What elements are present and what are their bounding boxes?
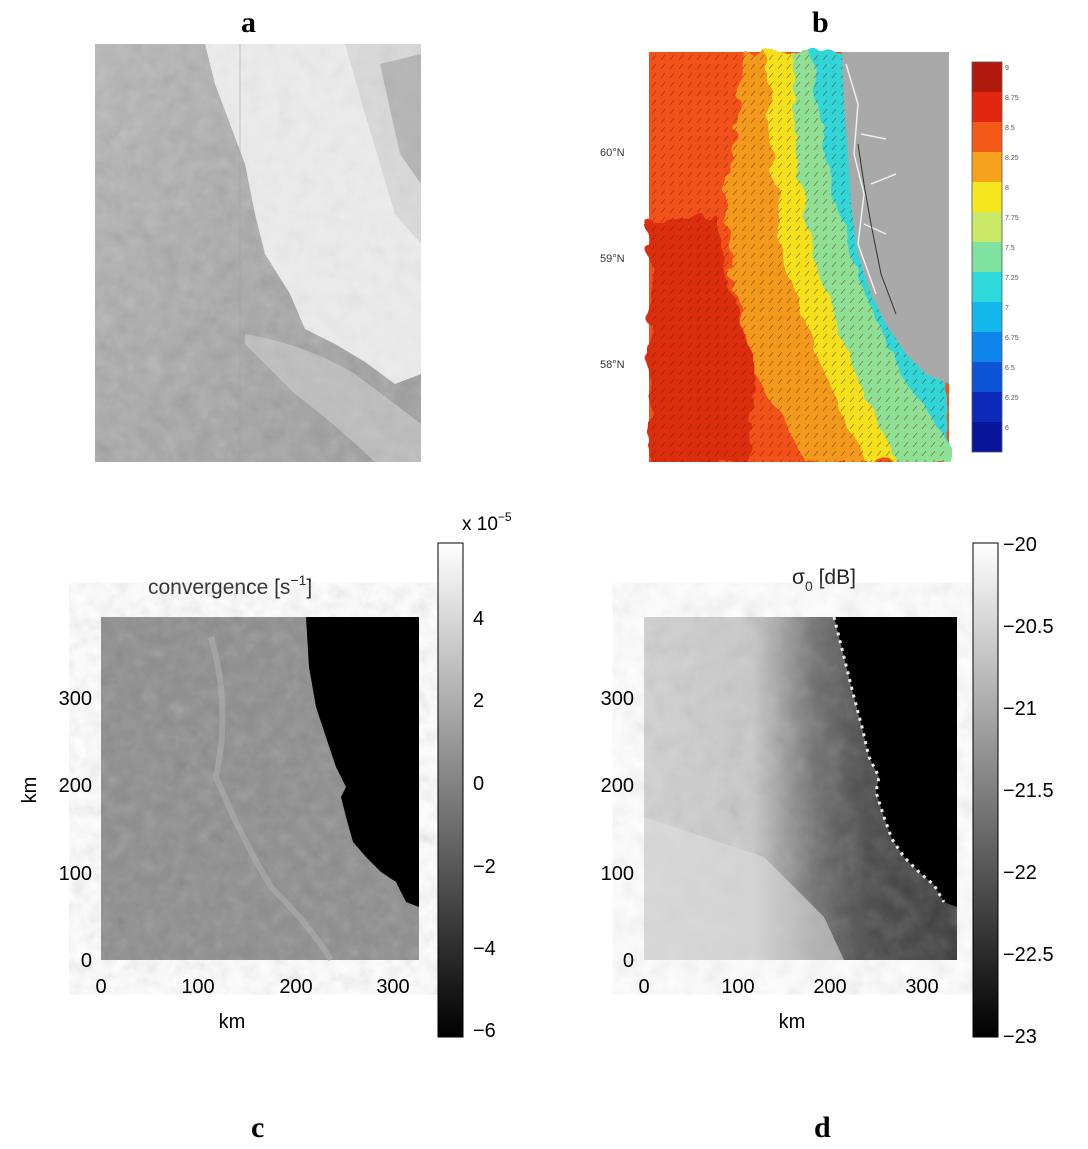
panel-c-title: convergence [s−1] [148, 572, 312, 599]
lat-label-58n: 58°N [600, 359, 625, 371]
svg-text:100: 100 [601, 863, 634, 885]
colorbar-b-swatch [972, 392, 1002, 422]
svg-text:0: 0 [623, 950, 634, 972]
lat-label-59n: 59°N [600, 253, 625, 265]
panel-letter-b: b [812, 6, 829, 39]
panel-a-satellite-image [95, 44, 421, 462]
colorbar-b-swatch [972, 242, 1002, 272]
panel-c-colorbar-ticks: 4 2 0 −2 −4 −6 [473, 608, 496, 1042]
colorbar-b-tick-label: 6 [1005, 425, 1009, 432]
svg-text:0: 0 [95, 976, 106, 998]
panel-c-colorbar-multiplier: x 10−5 [462, 510, 512, 535]
colorbar-b-swatch [972, 62, 1002, 92]
panel-c-yticks: 0 100 200 300 [59, 688, 92, 972]
svg-text:200: 200 [279, 976, 312, 998]
panel-d-colorbar [972, 542, 999, 1038]
svg-text:0: 0 [81, 950, 92, 972]
colorbar-b-tick-label: 7 [1005, 305, 1009, 312]
svg-text:200: 200 [601, 775, 634, 797]
panel-d-xlabel: km [779, 1011, 806, 1033]
colorbar-b-swatch [972, 152, 1002, 182]
colorbar-b-tick-label: 7.25 [1005, 275, 1019, 282]
svg-text:100: 100 [721, 976, 754, 998]
svg-text:−23: −23 [1003, 1026, 1037, 1048]
panel-d-colorbar-ticks: −20 −20.5 −21 −21.5 −22 −22.5 −23 [1003, 534, 1054, 1048]
svg-text:300: 300 [905, 976, 938, 998]
panel-letter-c: c [251, 1111, 265, 1144]
svg-text:−2: −2 [473, 856, 496, 878]
colorbar-b-tick-label: 6.5 [1005, 365, 1015, 372]
colorbar-b-swatch [972, 122, 1002, 152]
colorbar-b-tick-label: 8.25 [1005, 155, 1019, 162]
svg-text:300: 300 [376, 976, 409, 998]
panel-c-plot: convergence [s−1] km km 0 100 200 300 0 … [19, 510, 512, 1042]
colorbar-b-tick-label: 8 [1005, 185, 1009, 192]
colorbar-b-tick-label: 8.5 [1005, 125, 1015, 132]
panel-d-title: σ0 [dB] [792, 566, 856, 594]
svg-text:−21: −21 [1003, 698, 1037, 720]
lat-label-60n: 60°N [600, 147, 625, 159]
panel-letter-a: a [241, 6, 256, 39]
svg-text:−20: −20 [1003, 534, 1037, 556]
colorbar-b-swatch [972, 212, 1002, 242]
panel-d-yticks: 0 100 200 300 [601, 688, 634, 972]
panel-c-ylabel: km [19, 777, 41, 804]
svg-text:−4: −4 [473, 938, 496, 960]
colorbar-b-swatch [972, 422, 1002, 452]
colorbar-b-swatch [972, 362, 1002, 392]
colorbar-b-tick-label: 9 [1005, 65, 1009, 72]
colorbar-b-swatch [972, 92, 1002, 122]
svg-text:100: 100 [181, 976, 214, 998]
svg-text:200: 200 [813, 976, 846, 998]
colorbar-b-swatch [972, 182, 1002, 212]
panel-letter-d: d [814, 1111, 831, 1144]
svg-text:−22.5: −22.5 [1003, 944, 1054, 966]
panel-c-colorbar [437, 542, 464, 1038]
svg-text:4: 4 [473, 608, 484, 630]
panel-d-plot: σ0 [dB] km 0 100 200 300 0 100 200 300 −… [601, 534, 1054, 1048]
svg-text:2: 2 [473, 690, 484, 712]
colorbar-b-swatch [972, 272, 1002, 302]
svg-text:200: 200 [59, 775, 92, 797]
svg-text:−6: −6 [473, 1020, 496, 1042]
colorbar-b-tick-label: 7.5 [1005, 245, 1015, 252]
panel-d-xticks: 0 100 200 300 [638, 976, 938, 998]
svg-text:100: 100 [59, 863, 92, 885]
colorbar-b-swatch [972, 332, 1002, 362]
panel-b-colorbar: 9 8.75 8.5 8.25 8 7.75 7.5 7.25 7 6.75 6.5 6.25 6 [971, 61, 1019, 453]
svg-text:−21.5: −21.5 [1003, 780, 1054, 802]
panel-c-xlabel: km [219, 1011, 246, 1033]
svg-text:0: 0 [473, 773, 484, 795]
svg-text:−22: −22 [1003, 862, 1037, 884]
svg-text:0: 0 [638, 976, 649, 998]
svg-text:300: 300 [59, 688, 92, 710]
colorbar-b-tick-label: 6.75 [1005, 335, 1019, 342]
svg-text:300: 300 [601, 688, 634, 710]
colorbar-b-swatch [972, 302, 1002, 332]
colorbar-b-tick-label: 6.25 [1005, 395, 1019, 402]
svg-text:−20.5: −20.5 [1003, 616, 1054, 638]
colorbar-b-tick-label: 7.75 [1005, 215, 1019, 222]
colorbar-b-tick-label: 8.75 [1005, 95, 1019, 102]
panel-c-xticks: 0 100 200 300 [95, 976, 409, 998]
